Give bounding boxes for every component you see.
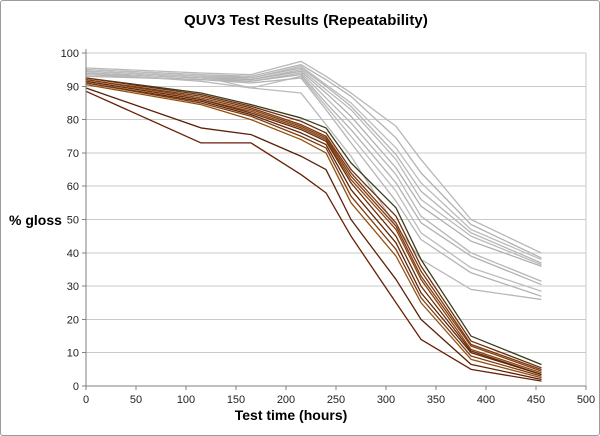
series-line-gray-run-5	[85, 69, 542, 266]
x-tick-label: 100	[177, 394, 195, 406]
series-line-brown-run-2	[85, 77, 542, 369]
x-tick-label: 450	[527, 394, 545, 406]
series-line-brown-run-1	[85, 77, 542, 366]
y-tick-label: 60	[67, 181, 79, 193]
series-line-gray-run-11	[85, 72, 542, 301]
series-line-brown-run-9	[85, 83, 542, 379]
y-tick-label: 0	[73, 381, 79, 393]
series-line-gray-run-6	[85, 70, 542, 267]
x-tick-label: 50	[130, 394, 142, 406]
y-axis-label: % gloss	[9, 212, 62, 228]
series-line-gray-run-9	[85, 70, 542, 292]
series-line-gray-run-7	[85, 72, 542, 282]
y-tick-label: 90	[67, 81, 79, 93]
y-tick-label: 20	[67, 314, 79, 326]
series-line-brown-run-11	[85, 90, 542, 382]
x-tick-label: 250	[327, 394, 345, 406]
y-tick-label: 30	[67, 281, 79, 293]
y-tick-label: 100	[61, 48, 79, 60]
series-line-brown-run-4	[85, 78, 542, 372]
chart-title: QUV3 Test Results (Repeatability)	[184, 12, 428, 29]
x-tick-label: 150	[227, 394, 245, 406]
x-tick-label: 500	[577, 394, 595, 406]
series-line-gray-run-4	[85, 67, 542, 264]
series-line-brown-run-5	[85, 80, 542, 374]
x-tick-label: 300	[377, 394, 395, 406]
y-tick-label: 70	[67, 148, 79, 160]
series-line-gray-run-1	[85, 60, 542, 254]
x-axis-label: Test time (hours)	[234, 407, 348, 423]
y-tick-label: 10	[67, 348, 79, 360]
x-tick-label: 0	[83, 394, 89, 406]
series-line-gray-run-2	[85, 64, 542, 259]
series-line-brown-run-10	[85, 87, 542, 380]
series-line-brown-run-6	[85, 80, 542, 375]
series-line-brown-run-8	[85, 82, 542, 377]
x-tick-label: 200	[277, 394, 295, 406]
series-line-brown-run-7	[85, 82, 542, 375]
series-line-gray-run-10	[85, 75, 542, 297]
x-tick-label: 400	[477, 394, 495, 406]
series-line-gray-run-3	[85, 65, 542, 261]
series-line-brown-run-3	[85, 78, 542, 371]
y-tick-label: 50	[67, 215, 79, 227]
x-tick-label: 350	[427, 394, 445, 406]
y-tick-label: 80	[67, 115, 79, 127]
series-line-gray-run-8	[85, 73, 542, 286]
y-tick-label: 40	[67, 248, 79, 260]
